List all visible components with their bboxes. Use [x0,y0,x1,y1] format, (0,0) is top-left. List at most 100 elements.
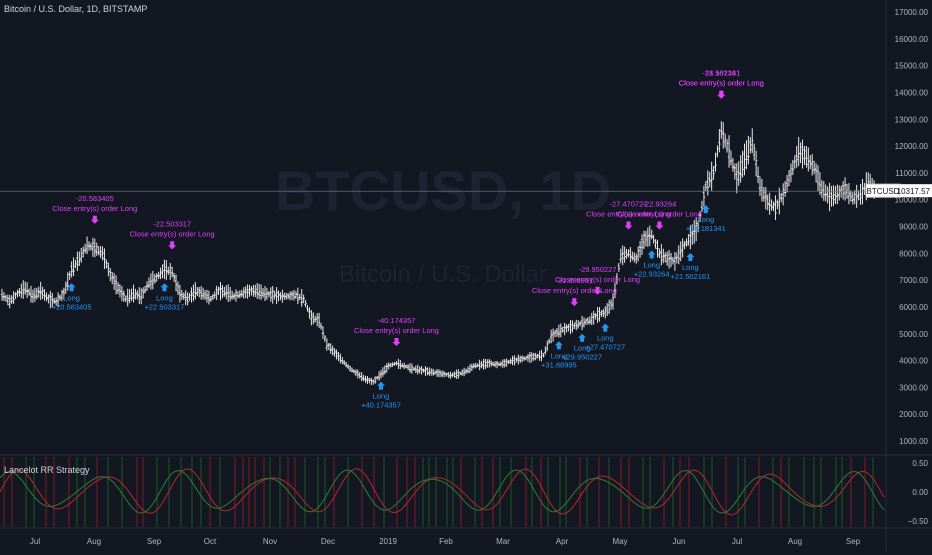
close-label: Close entry(s) order Long [130,229,215,238]
long-pnl: +27.470727 [585,343,625,352]
long-label: Long [697,215,714,224]
long-label: Long [682,263,699,272]
watermark-description: Bitcoin / U.S. Dollar [339,261,547,288]
last-price-value: 10317.57 [897,187,931,196]
close-pnl: -22.93264 [643,199,677,208]
y-tick-label: 8000.00 [899,249,928,258]
close-label: Close entry(s) order Long [679,79,764,88]
down-arrow-icon [90,215,99,224]
y-tick-label: 6000.00 [899,303,928,312]
x-tick-label: Sep [846,537,861,546]
long-marker: Long+31.88995 [541,341,577,369]
up-arrow-icon [160,283,169,292]
close-label: Close entry(s) order Long [586,209,671,218]
close-pnl: -29.950227 [579,265,617,274]
close-pnl: -27.470727 [610,199,648,208]
close-label: Close entry(s) order Long [555,275,640,284]
long-pnl: +21.502161 [670,272,710,281]
chart-title: Bitcoin / U.S. Dollar, 1D, BITSTAMP [4,4,148,14]
long-marker: Long+29.950227 [562,333,602,362]
long-pnl: +40.174357 [361,401,401,410]
down-arrow-icon [168,241,177,250]
x-tick-label: Apr [556,537,569,546]
close-pnl: -21.502161 [702,69,740,78]
long-label: Long [551,351,568,360]
up-arrow-icon [647,250,656,259]
indicator-title: Lancelot RR Strategy [4,465,90,475]
y-tick-label: 15000.00 [895,62,929,71]
long-marker: Long+18.181341 [686,205,726,233]
down-arrow-icon [624,221,633,230]
up-arrow-icon [554,341,563,350]
long-pnl: +29.950227 [562,353,602,362]
y-tick-label: 9000.00 [899,223,928,232]
close-label: Close entry(s) order Long [617,209,702,218]
x-tick-label: Jul [732,537,742,546]
close-label: Close entry(s) order Long [52,204,137,213]
x-tick-label: Aug [788,537,802,546]
up-arrow-icon [67,283,76,292]
close-pnl: -20.583405 [76,194,114,203]
close-label: Close entry(s) order Long [532,286,617,295]
y-tick-label: 10000.00 [895,196,929,205]
close-pnl: -40.174357 [377,316,415,325]
y-tick-label: 1000.00 [899,437,928,446]
last-price-tag [900,184,932,198]
up-arrow-icon [376,381,385,390]
y-tick-label: 11000.00 [895,169,928,178]
long-pnl: +20.583405 [52,302,92,311]
x-tick-label: 2019 [379,537,397,546]
x-tick-label: Jul [30,537,40,546]
long-label: Long [574,344,591,353]
x-tick-label: Jun [673,537,686,546]
watermark-symbol: BTCUSD, 1D [275,159,611,222]
indicator-y-tick: −0.50 [908,517,929,526]
down-arrow-icon [717,90,726,99]
y-tick-label: 7000.00 [899,276,928,285]
x-tick-label: Feb [439,537,453,546]
x-tick-label: May [612,537,627,546]
y-tick-label: 12000.00 [895,142,929,151]
long-marker: Long+20.583405 [52,283,92,311]
y-tick-label: 4000.00 [899,357,928,366]
down-arrow-icon [655,221,664,230]
x-tick-label: Mar [496,537,510,546]
long-label: Long [643,261,660,270]
long-label: Long [63,293,80,302]
long-marker: Long+27.470727 [585,323,625,352]
up-arrow-icon [578,333,587,342]
long-label: Long [597,334,614,343]
y-tick-label: 3000.00 [899,383,928,392]
y-tick-label: 13000.00 [895,115,929,124]
y-tick-label: 17000.00 [895,8,929,17]
close-label: Close entry(s) order Long [679,79,764,88]
x-tick-label: Aug [87,537,101,546]
long-label: Long [373,392,390,401]
x-tick-label: Sep [147,537,162,546]
symbol-tag-label: BTCUSD [867,187,900,196]
long-pnl: +18.181341 [686,224,726,233]
long-pnl: +31.88995 [541,360,577,369]
long-pnl: +22.503317 [145,302,185,311]
long-marker: Long+40.174357 [361,381,401,410]
y-tick-label: 14000.00 [895,88,929,97]
x-tick-label: Nov [263,537,277,546]
y-tick-label: 5000.00 [899,330,928,339]
y-tick-label: 2000.00 [899,410,928,419]
long-label: Long [156,293,173,302]
close-pnl: -22.503317 [153,219,191,228]
long-marker: Long+22.503317 [145,283,185,311]
close-pnl: -31.889951 [555,276,593,285]
down-arrow-icon [593,286,602,295]
down-arrow-icon [392,337,401,346]
